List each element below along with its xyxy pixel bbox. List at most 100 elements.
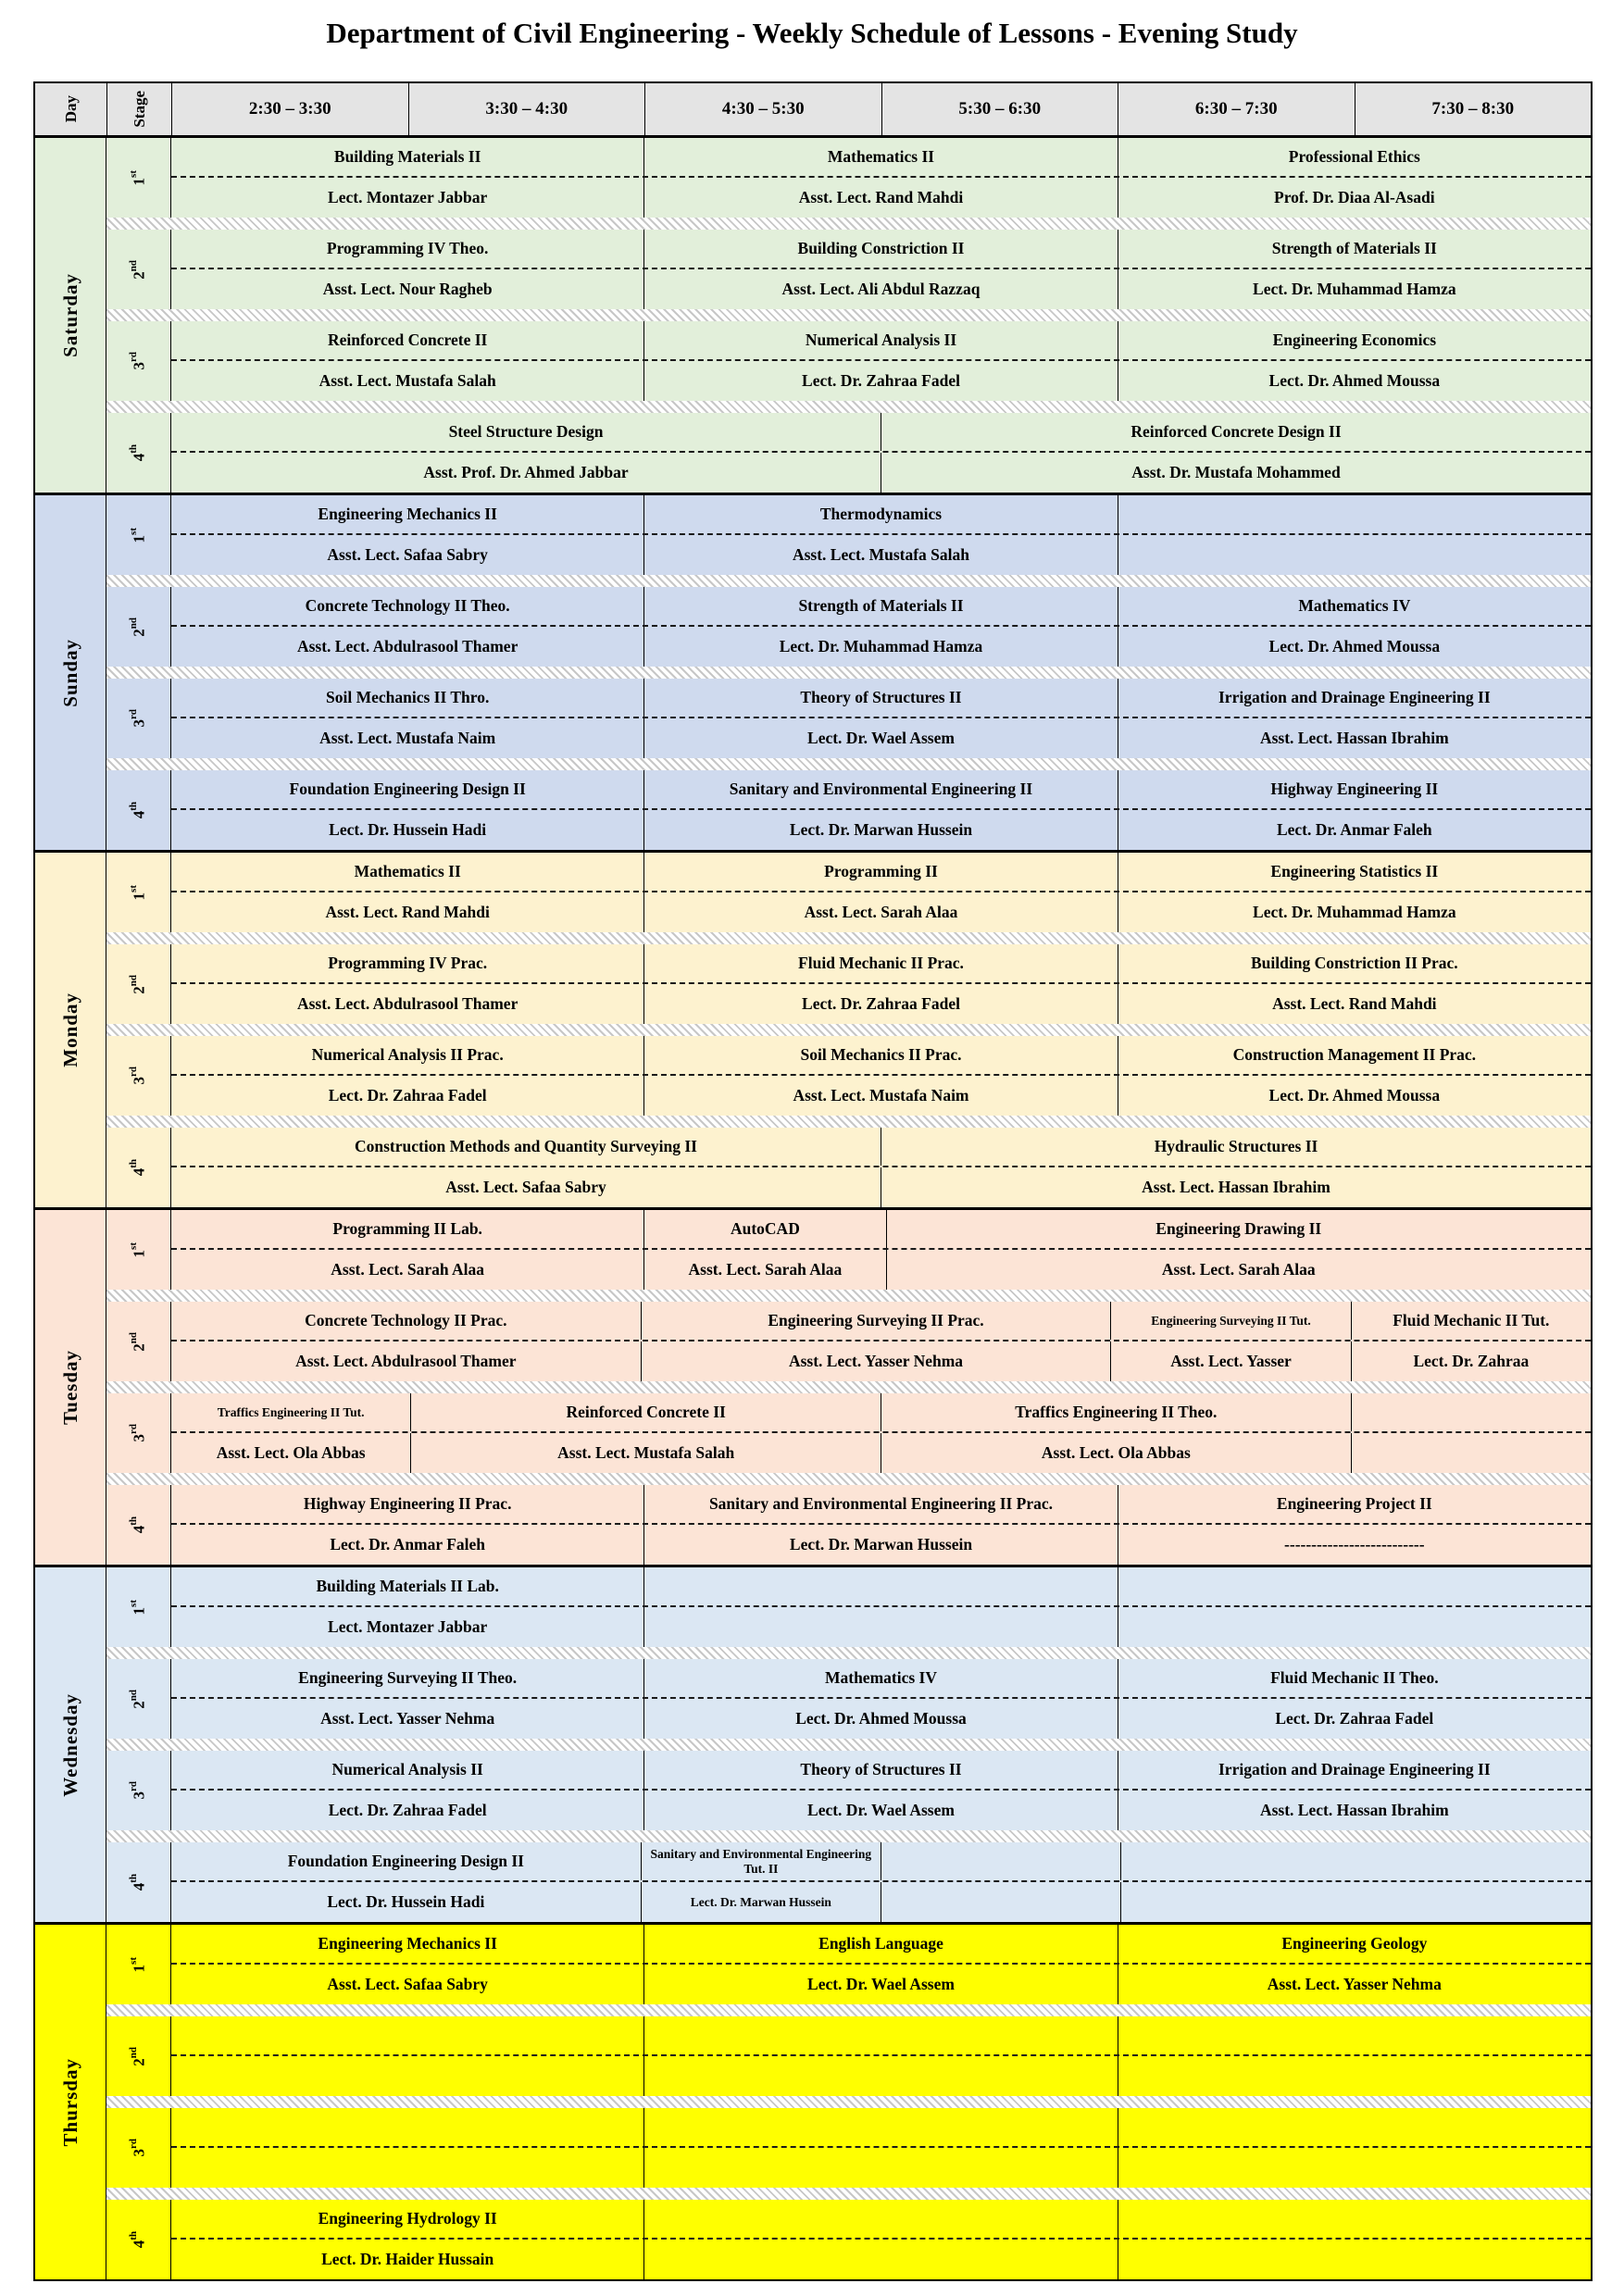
subject-row: Numerical Analysis II Prac. Soil Mechanic… xyxy=(171,1036,1591,1076)
lecturer-cell xyxy=(171,2148,643,2188)
stage-rows: Programming IV Prac. Fluid Mechanic II Pr… xyxy=(171,944,1591,1024)
lecturer-cell: Lect. Dr. Zahraa Fadel xyxy=(643,361,1117,401)
stage-label: 1st xyxy=(106,1925,171,2004)
stage-number: 3 xyxy=(130,1434,148,1442)
lecturer-cell xyxy=(643,2240,1117,2279)
lecturer-row: Asst. Lect. Abdulrasool Thamer Lect. Dr. … xyxy=(171,984,1591,1024)
lecturer-row: Asst. Lect. Abdulrasool Thamer Lect. Dr. … xyxy=(171,627,1591,667)
stage-block: 4th Engineering Hydrology II Lect. Dr. Hai… xyxy=(106,2200,1591,2279)
stages-column: 1st Programming II Lab. AutoCAD Engineering… xyxy=(106,1210,1591,1565)
stage-number: 3 xyxy=(130,2149,148,2157)
subject-row: Engineering Hydrology II xyxy=(171,2200,1591,2240)
lecturer-cell: Lect. Dr. Haider Hussain xyxy=(321,2249,494,2268)
stage-block: 4th Foundation Engineering Design II Sanit… xyxy=(106,1842,1591,1922)
stage-rows: Foundation Engineering Design II Sanitary… xyxy=(171,770,1591,850)
stage-number: 2 xyxy=(130,985,148,994)
lecturer-row: Asst. Lect. Safaa Sabry Asst. Lect. Hassa… xyxy=(171,1167,1591,1207)
lecturer-cell: Lect. Dr. Wael Assem xyxy=(643,1791,1117,1830)
subject-cell: Mathematics II xyxy=(643,138,1117,176)
stage-number: 3 xyxy=(130,362,148,370)
stage-divider xyxy=(106,2004,1591,2016)
subject-cell: Programming II xyxy=(643,853,1117,891)
subject-row: Mathematics II Programming II Engineering … xyxy=(171,853,1591,892)
stage-block: 4th Steel Structure Design Reinforced Conc… xyxy=(106,413,1591,493)
lecturer-cell: Lect. Dr. Ahmed Moussa xyxy=(1117,361,1591,401)
stage-number: 3 xyxy=(130,719,148,728)
subject-cell: Engineering Geology xyxy=(1117,1925,1591,1963)
stage-divider xyxy=(106,667,1591,679)
subject-row xyxy=(171,2016,1591,2056)
subject-row: Engineering Surveying II Theo. Mathematic… xyxy=(171,1659,1591,1699)
lecturer-row: Asst. Lect. Yasser Nehma Lect. Dr. Ahmed … xyxy=(171,1699,1591,1739)
stage-suffix: th xyxy=(128,2230,140,2240)
day-label: Monday xyxy=(35,853,106,1207)
subject-cell xyxy=(643,2200,1117,2238)
stage-suffix: nd xyxy=(128,259,140,271)
stage-suffix: rd xyxy=(128,1067,140,1078)
lecturer-row: Asst. Lect. Mustafa Naim Lect. Dr. Wael A… xyxy=(171,718,1591,758)
subject-cell: Concrete Technology II Theo. xyxy=(305,595,510,615)
lecturer-row: Asst. Lect. Nour Ragheb Asst. Lect. Ali A… xyxy=(171,269,1591,309)
stage-label: 1st xyxy=(106,853,171,932)
day-block-sunday: Sunday 1st Engineering Mechanics II Thermod… xyxy=(35,493,1591,850)
subject-cell: Engineering Hydrology II xyxy=(318,2208,497,2227)
stage-suffix: th xyxy=(128,1516,140,1526)
lecturer-row: Asst. Lect. Safaa Sabry Lect. Dr. Wael As… xyxy=(171,1965,1591,2004)
stage-suffix: st xyxy=(128,1242,140,1250)
stage-suffix: st xyxy=(128,527,140,535)
stage-number: 4 xyxy=(130,1167,148,1177)
stage-label: 3rd xyxy=(106,1393,171,1473)
subject-cell: Traffics Engineering II Theo. xyxy=(881,1393,1351,1431)
stage-suffix: nd xyxy=(128,1689,140,1701)
stage-rows: Programming IV Theo. Building Constrictio… xyxy=(171,230,1591,309)
stage-suffix: rd xyxy=(128,2139,140,2150)
lecturer-cell xyxy=(1350,1433,1591,1473)
subject-cell: Hydraulic Structures II xyxy=(881,1128,1591,1166)
lecturer-cell xyxy=(1117,2148,1591,2188)
lecturer-row: Lect. Dr. Hussein Hadi Lect. Dr. Marwan H… xyxy=(171,1882,1591,1922)
stage-divider xyxy=(106,1024,1591,1036)
stage-label: 3rd xyxy=(106,679,171,758)
stage-rows: Construction Methods and Quantity Survey… xyxy=(171,1128,1591,1207)
subject-cell: Construction Management II Prac. xyxy=(1117,1036,1591,1074)
stage-number: 4 xyxy=(130,1882,148,1891)
subject-cell: Construction Methods and Quantity Survey… xyxy=(355,1136,697,1155)
stages-column: 1st Building Materials II Mathematics II Pr… xyxy=(106,138,1591,493)
subject-cell: Engineering Economics xyxy=(1117,321,1591,359)
stage-divider xyxy=(106,932,1591,944)
subject-row: Building Materials II Lab. xyxy=(171,1567,1591,1607)
lecturer-row: Asst. Lect. Rand Mahdi Asst. Lect. Sarah … xyxy=(171,892,1591,932)
schedule-table: Day Stage 2:30 – 3:30 3:30 – 4:30 4:30 –… xyxy=(33,81,1593,2281)
subject-cell: Numerical Analysis II xyxy=(331,1759,483,1778)
subject-cell: Irrigation and Drainage Engineering II xyxy=(1117,1751,1591,1789)
subject-cell: Fluid Mechanic II Tut. xyxy=(1350,1302,1591,1340)
lecturer-row: Lect. Dr. Zahraa Fadel Asst. Lect. Mustaf… xyxy=(171,1076,1591,1116)
lecturer-row: Asst. Lect. Abdulrasool Thamer Asst. Lect… xyxy=(171,1341,1591,1381)
stage-rows: Building Materials II Lab. Lect. Montazer… xyxy=(171,1567,1591,1647)
subject-row: Construction Methods and Quantity Survey… xyxy=(171,1128,1591,1167)
stage-block: 3rd Numerical Analysis II Prac. Soil Mecha… xyxy=(106,1036,1591,1116)
lecturer-cell: Prof. Dr. Diaa Al-Asadi xyxy=(1117,178,1591,218)
lecturer-cell: Lect. Dr. Muhammad Hamza xyxy=(1117,269,1591,309)
subject-row: Concrete Technology II Prac. Engineering … xyxy=(171,1302,1591,1341)
stage-number: 3 xyxy=(130,1077,148,1085)
lecturer-cell xyxy=(1117,535,1591,575)
lecturer-cell: Asst. Lect. Abdulrasool Thamer xyxy=(296,993,518,1013)
stage-divider xyxy=(106,1290,1591,1302)
stage-rows: Engineering Surveying II Theo. Mathematic… xyxy=(171,1659,1591,1739)
stage-label: 1st xyxy=(106,495,171,575)
stage-number: 2 xyxy=(130,270,148,280)
stage-number: 1 xyxy=(130,892,148,901)
day-name: Wednesday xyxy=(58,1692,81,1797)
stage-block: 1st Mathematics II Programming II Engineeri… xyxy=(106,853,1591,932)
lecturer-cell: Lect. Dr. Zahraa Fadel xyxy=(328,1085,487,1104)
day-block-wednesday: Wednesday 1st Building Materials II Lab. Le… xyxy=(35,1565,1591,1922)
time-col-header: 3:30 – 4:30 xyxy=(407,83,645,135)
subject-cell: Engineering Mechanics II xyxy=(318,1933,497,1953)
day-label: Saturday xyxy=(35,138,106,493)
table-header-row: Day Stage 2:30 – 3:30 3:30 – 4:30 4:30 –… xyxy=(35,83,1591,135)
subject-cell: Steel Structure Design xyxy=(448,421,604,441)
subject-row: Building Materials II Mathematics II Profe… xyxy=(171,138,1591,178)
subject-cell: Building Materials II xyxy=(333,146,481,166)
